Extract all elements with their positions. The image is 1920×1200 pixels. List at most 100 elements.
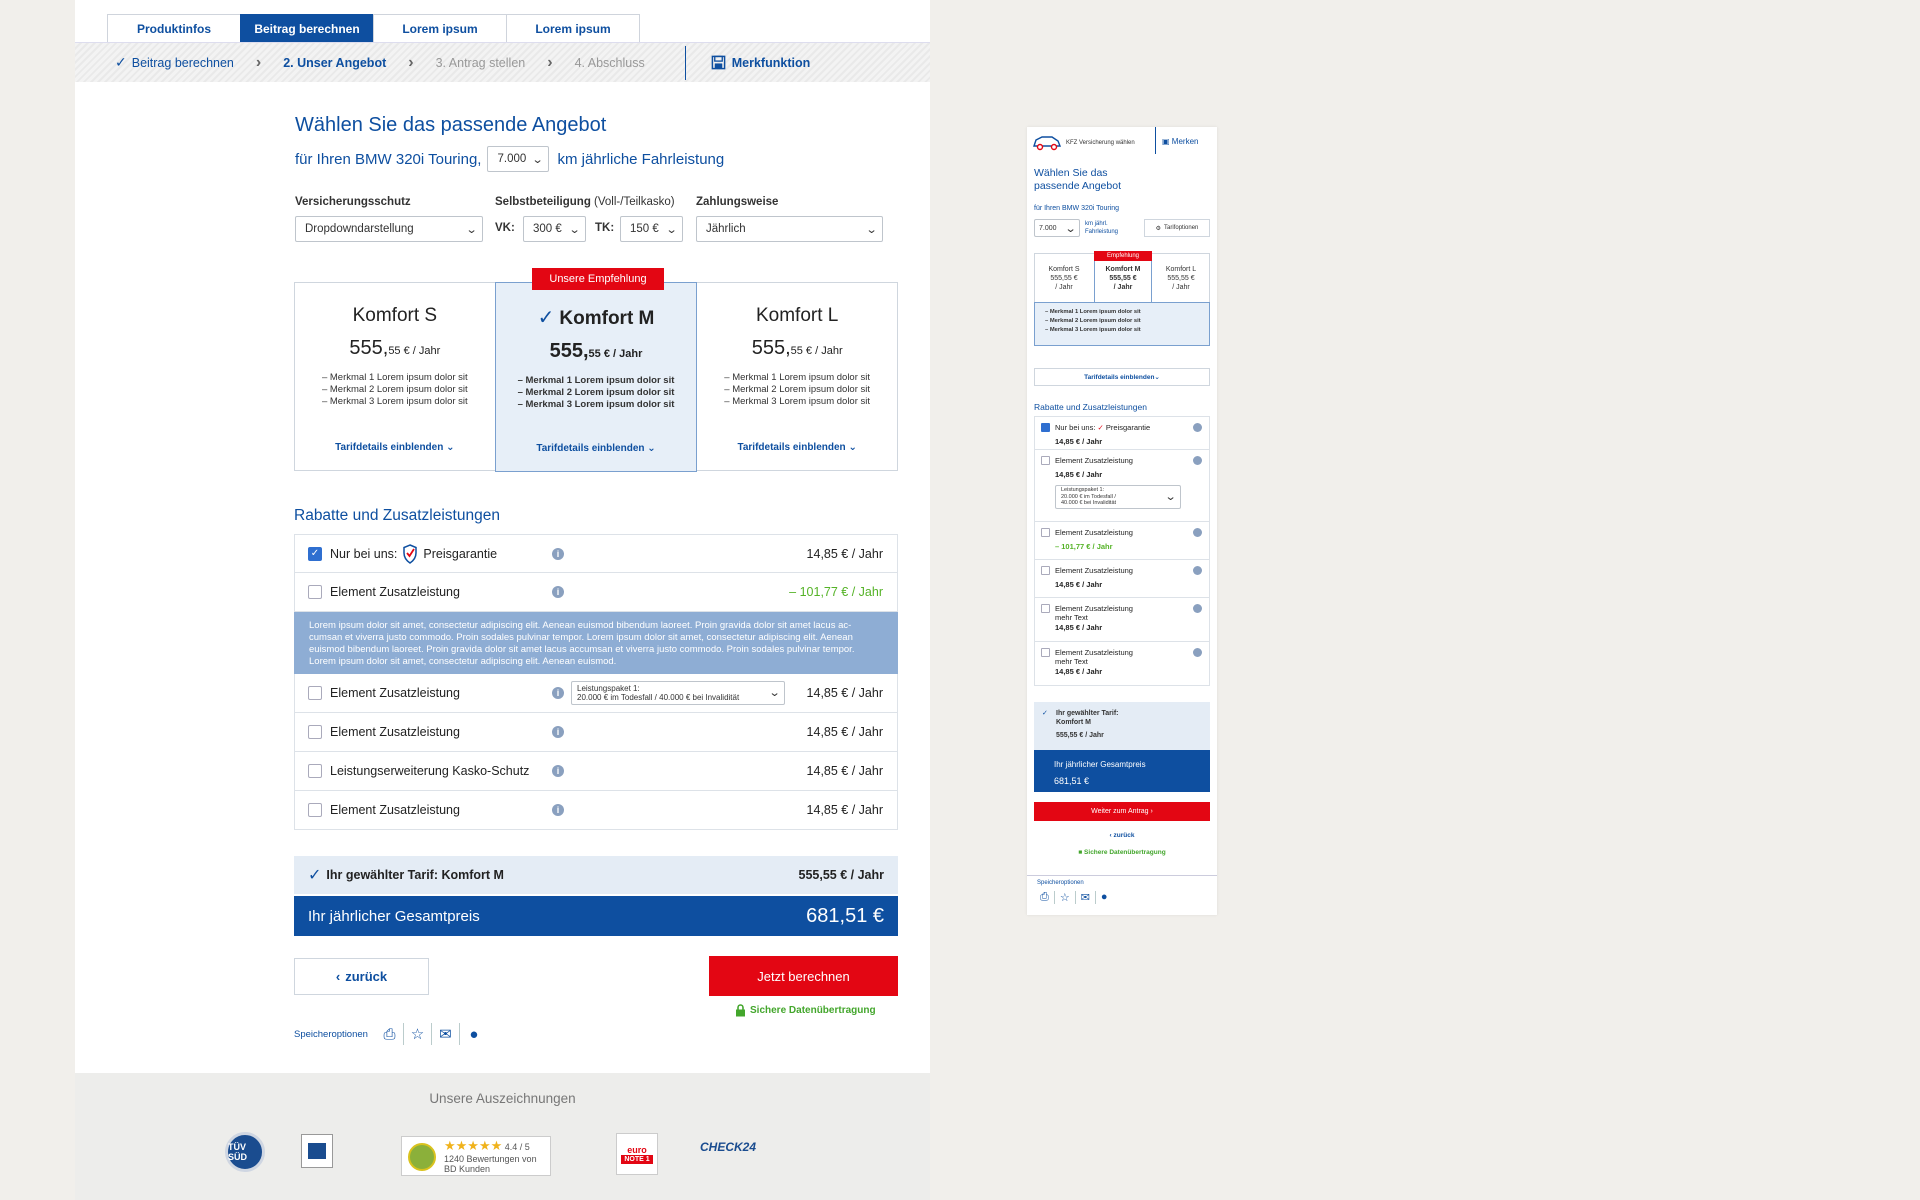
tariff-price: 555,55 € / Jahr (496, 340, 697, 363)
info-icon[interactable]: i (552, 687, 564, 699)
checkbox[interactable] (308, 764, 322, 778)
chevron-down-icon: ⌄ (865, 223, 878, 236)
m-tarifopt-label: Tarifoptionen (1164, 225, 1199, 231)
tariff-card-s[interactable]: Komfort S 555,55 € / Jahr – Merkmal 1 Lo… (295, 283, 495, 470)
km-select[interactable]: 7.000 ⌄ (487, 146, 550, 172)
rating-value: 4.4 / 5 (504, 1142, 530, 1152)
checkbox-checked[interactable] (1041, 423, 1050, 432)
m-dd-value: Leistungspaket 1: 20.000 € im Todesfall /… (1061, 487, 1116, 507)
m-dd-2: 20.000 € im Todesfall / (1061, 493, 1116, 500)
euro-note: NOTE 1 (621, 1154, 653, 1164)
tab-produktinfos[interactable]: Produktinfos (107, 14, 241, 42)
zahlungsweise-select[interactable]: Jährlich ⌄ (696, 216, 883, 242)
m-dd-1: Leistungspaket 1: (1061, 487, 1105, 494)
mail-icon[interactable]: ✉ (432, 1023, 460, 1045)
step-1[interactable]: ✓ Beitrag berechnen (115, 43, 234, 83)
institute-logo (301, 1134, 333, 1168)
m-tarifdetails-button[interactable]: Tarifdetails einblenden ⌄ (1034, 368, 1210, 386)
checkbox[interactable] (1041, 604, 1050, 613)
print-icon[interactable]: ⎙ (1035, 891, 1055, 904)
tariff-card-m[interactable]: ✓ Komfort M 555,55 € / Jahr – Merkmal 1 L… (494, 282, 698, 472)
vk-select[interactable]: 300 € ⌄ (523, 216, 586, 242)
back-button[interactable]: ‹ zurück (294, 958, 429, 995)
m-row-4: Element Zusatzleistung 14,85 € / Jahr (1034, 560, 1210, 598)
leistungspaket-select[interactable]: Leistungspaket 1: 20.000 € im Todesfall /… (571, 681, 785, 705)
checkbox[interactable] (1041, 648, 1050, 657)
tarifdetails-link[interactable]: Tarifdetails einblenden ⌄ (496, 443, 697, 454)
info-icon[interactable]: i (552, 726, 564, 738)
chevron-down-icon: ⌄ (465, 223, 478, 236)
save-icon: ▣ (1162, 137, 1170, 146)
recommendation-badge: Unsere Empfehlung (532, 268, 664, 290)
tariff-card-l[interactable]: Komfort L 555,55 € / Jahr – Merkmal 1 Lo… (697, 283, 897, 470)
checkbox[interactable] (308, 725, 322, 739)
m-back-link[interactable]: ‹ zurück (1027, 832, 1217, 839)
info-icon[interactable] (1193, 604, 1202, 613)
checkbox[interactable] (1041, 528, 1050, 537)
m-row-more: mehr Text (1055, 613, 1088, 622)
tariff-name: Komfort L (755, 305, 839, 326)
m-row-price: 14,85 € / Jahr (1055, 470, 1103, 479)
info-icon[interactable] (1193, 566, 1202, 575)
tarifdetails-link[interactable]: Tarifdetails einblenden ⌄ (295, 442, 495, 453)
addon-label: Element Zusatzleistung (330, 686, 460, 700)
step-3: 3. Antrag stellen (435, 55, 526, 70)
user-icon[interactable]: ● (469, 1025, 479, 1043)
tk-select[interactable]: 150 € ⌄ (620, 216, 683, 242)
m-header-label: KFZ Versicherung wählen (1066, 140, 1135, 146)
info-icon[interactable]: i (552, 804, 564, 816)
star-icon[interactable]: ☆ (404, 1023, 432, 1045)
info-icon[interactable] (1193, 528, 1202, 537)
m-weiter-label: Weiter zum Antrag (1091, 808, 1149, 815)
star-icon[interactable]: ☆ (1055, 891, 1076, 904)
m-tarifoptionen-button[interactable]: ⚙ Tarifoptionen (1144, 219, 1210, 237)
lock-icon: ■ (1078, 849, 1085, 856)
tab-beitrag-berechnen[interactable]: Beitrag berechnen (240, 14, 374, 42)
divider (684, 45, 686, 80)
chevron-down-icon: ⌄ (446, 442, 455, 453)
m-card-l[interactable]: Komfort L 555,55 € / Jahr (1152, 265, 1210, 292)
m-leistungspaket-select[interactable]: Leistungspaket 1: 20.000 € im Todesfall /… (1055, 485, 1181, 509)
user-icon[interactable]: ● (1100, 891, 1108, 903)
m-card-unit: / Jahr (1172, 284, 1190, 291)
price-unit: 55 € / Jahr (388, 345, 441, 357)
checkbox-checked[interactable]: ✓ (308, 546, 322, 561)
versicherungsschutz-select[interactable]: Dropdowndarstellung ⌄ (295, 216, 483, 242)
mail-icon[interactable]: ✉ (1076, 891, 1096, 904)
m-title-2: passende Angebot (1034, 180, 1121, 192)
info-icon[interactable]: i (552, 586, 564, 598)
checkbox[interactable] (1041, 456, 1050, 465)
checkbox[interactable] (308, 585, 322, 599)
m-merken-button[interactable]: ▣ Merken (1162, 137, 1198, 146)
m-total-value: 681,51 € (1054, 776, 1090, 786)
total-price-value: 681,51 € (806, 904, 884, 927)
m-save-icons: ⎙ ☆ ✉ ● (1035, 891, 1113, 904)
checkbox[interactable] (308, 803, 322, 817)
vs-value: Dropdowndarstellung (305, 223, 414, 235)
feature-1: – Merkmal 1 Lorem ipsum dolor sit (517, 375, 675, 386)
info-icon[interactable]: i (552, 765, 564, 777)
tarifdetails-link[interactable]: Tarifdetails einblenden ⌄ (697, 442, 897, 453)
m-card-m[interactable]: Komfort M 555,55 € / Jahr (1094, 265, 1152, 292)
calculate-button[interactable]: Jetzt berechnen (709, 956, 898, 996)
checkbox[interactable] (1041, 566, 1050, 575)
tab-lorem-2[interactable]: Lorem ipsum (506, 14, 640, 42)
tariff-name-row: ✓ Komfort M (496, 305, 697, 330)
m-km-select[interactable]: 7.000 ⌄ (1034, 219, 1080, 237)
info-icon[interactable] (1193, 648, 1202, 657)
info-icon[interactable] (1193, 456, 1202, 465)
m-speicher-label: Speicheroptionen (1037, 880, 1084, 886)
m-card-s[interactable]: Komfort S 555,55 € / Jahr (1034, 265, 1094, 292)
m-title: Wählen Sie das passende Angebot (1034, 167, 1121, 193)
total-price-bar: Ihr jährlicher Gesamtpreis 681,51 € (294, 896, 898, 936)
checkbox[interactable] (308, 686, 322, 700)
price-unit: 55 € / Jahr (790, 345, 843, 357)
m-weiter-button[interactable]: Weiter zum Antrag › (1034, 802, 1210, 821)
merkfunktion-button[interactable]: Merkfunktion (711, 55, 810, 70)
addon-price: 14,85 € / Jahr (806, 764, 883, 778)
info-icon[interactable] (1193, 423, 1202, 432)
info-icon[interactable]: i (552, 547, 564, 560)
tab-lorem-1[interactable]: Lorem ipsum (373, 14, 507, 42)
print-icon[interactable]: ⎙ (376, 1023, 404, 1045)
chevron-down-icon: ⌄ (647, 443, 656, 454)
